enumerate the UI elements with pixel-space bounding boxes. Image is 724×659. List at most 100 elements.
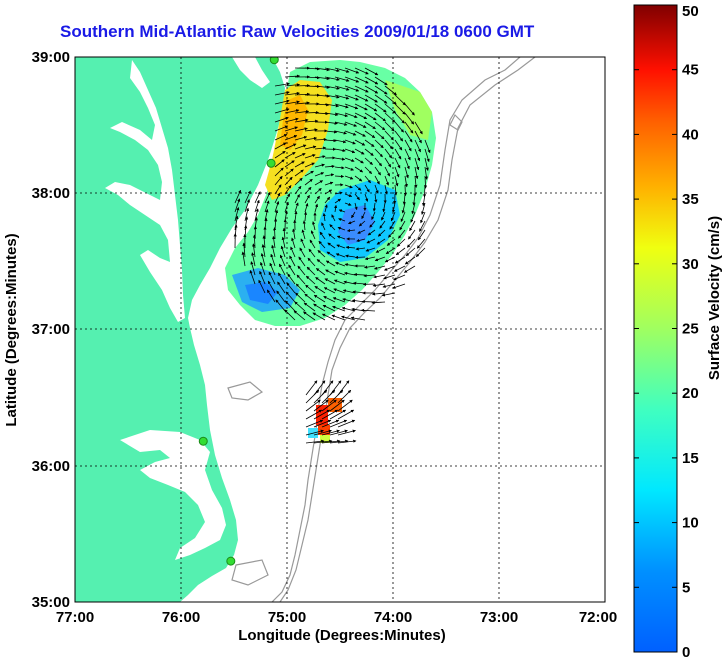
- current-arrow: [308, 248, 316, 258]
- current-arrow: [331, 214, 336, 222]
- current-arrow: [414, 139, 421, 153]
- current-arrow: [415, 247, 426, 258]
- current-arrow: [284, 185, 292, 195]
- current-arrow: [364, 139, 375, 147]
- current-arrow: [337, 429, 356, 436]
- current-arrow: [354, 157, 364, 164]
- current-arrow: [396, 238, 406, 247]
- current-arrow: [274, 175, 283, 186]
- current-arrow: [384, 103, 397, 114]
- current-arrow: [344, 139, 356, 145]
- current-arrow: [384, 148, 393, 159]
- current-arrow: [372, 202, 376, 212]
- current-arrow: [371, 292, 386, 296]
- current-arrow: [390, 211, 396, 222]
- current-arrow: [304, 154, 316, 159]
- current-arrow: [314, 172, 325, 177]
- current-arrow: [334, 148, 346, 153]
- current-arrow: [334, 174, 345, 178]
- current-arrow: [405, 247, 416, 257]
- current-arrow: [384, 130, 394, 141]
- current-arrow: [412, 193, 416, 206]
- current-arrow: [312, 312, 326, 321]
- current-arrow: [411, 202, 416, 215]
- current-arrow: [244, 190, 251, 204]
- radar-stations: [198, 57, 279, 566]
- current-arrow: [267, 280, 276, 294]
- current-arrow: [369, 220, 376, 228]
- current-arrow: [274, 99, 290, 105]
- current-arrow: [364, 157, 373, 165]
- current-arrow: [274, 134, 288, 141]
- current-arrow: [274, 108, 290, 114]
- current-arrow: [344, 184, 353, 189]
- current-arrow: [337, 409, 355, 420]
- current-arrow: [334, 94, 350, 100]
- current-arrow: [329, 224, 336, 231]
- current-arrow: [344, 148, 356, 154]
- current-arrow: [313, 429, 332, 436]
- current-arrow: [418, 229, 426, 241]
- current-arrow: [329, 389, 344, 404]
- current-arrow: [285, 291, 296, 303]
- x-tick-label: 74:00: [374, 609, 412, 626]
- current-arrow: [410, 211, 416, 223]
- plot-frame: [74, 56, 606, 603]
- current-arrow: [364, 148, 374, 156]
- current-arrow: [394, 157, 401, 169]
- current-arrow: [310, 230, 316, 240]
- current-arrow: [374, 139, 384, 149]
- current-arrow: [371, 301, 386, 305]
- current-arrow: [334, 198, 342, 204]
- current-arrow: [394, 256, 406, 264]
- current-arrow: [322, 304, 336, 312]
- current-arrow: [344, 202, 352, 206]
- current-arrow: [329, 399, 345, 412]
- current-arrow: [244, 199, 250, 213]
- current-arrow: [272, 235, 276, 249]
- y-axis: 39:00 38:00 37:00 36:00 35:00 Latitude (…: [3, 49, 70, 611]
- current-arrow: [424, 166, 428, 180]
- current-arrow: [334, 204, 338, 213]
- current-arrow: [284, 117, 299, 123]
- current-arrow: [354, 202, 358, 211]
- current-arrow: [399, 220, 406, 231]
- current-arrow: [304, 76, 321, 80]
- delaware-bay: [232, 57, 270, 88]
- current-arrow: [323, 287, 336, 294]
- current-arrow: [309, 239, 316, 249]
- current-arrow: [288, 264, 296, 276]
- current-arrow: [354, 85, 369, 93]
- pamlico-sound: [120, 430, 226, 560]
- current-arrow: [321, 222, 326, 231]
- current-arrow: [314, 137, 327, 142]
- current-arrow: [294, 169, 304, 177]
- current-arrow: [361, 211, 366, 220]
- current-arrow: [306, 266, 316, 276]
- current-arrow: [404, 166, 409, 179]
- current-arrow: [275, 299, 286, 312]
- current-arrow: [279, 254, 286, 267]
- current-arrow: [374, 76, 388, 86]
- current-arrow: [384, 85, 397, 96]
- current-arrow: [366, 238, 376, 244]
- current-arrow: [287, 273, 296, 285]
- current-arrow: [344, 175, 354, 180]
- current-arrow: [384, 157, 392, 168]
- current-arrow: [367, 229, 376, 236]
- current-arrow: [344, 76, 360, 83]
- current-arrow: [373, 274, 386, 279]
- current-arrow: [303, 302, 316, 312]
- current-arrow: [404, 121, 414, 134]
- current-arrow: [332, 305, 346, 312]
- current-arrow: [324, 173, 335, 177]
- current-arrow: [338, 218, 346, 222]
- current-arrow: [403, 265, 416, 273]
- current-arrow: [404, 148, 411, 161]
- current-arrow: [354, 175, 363, 182]
- current-arrow: [354, 255, 366, 259]
- current-arrow: [374, 193, 378, 203]
- current-arrow: [304, 128, 318, 132]
- current-arrow: [334, 67, 350, 73]
